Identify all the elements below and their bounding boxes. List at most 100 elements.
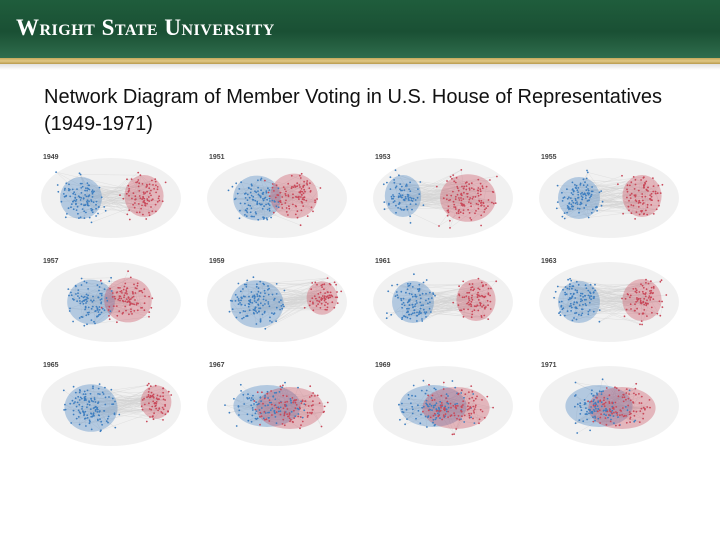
network-node: [442, 197, 445, 200]
network-edge: [474, 281, 497, 307]
network-node: [265, 190, 268, 192]
network-node: [133, 206, 136, 209]
network-edge: [241, 390, 255, 402]
network-node: [82, 296, 85, 299]
network-node: [247, 302, 250, 305]
network-edge: [417, 285, 484, 316]
network-node: [606, 410, 609, 413]
network-node: [69, 307, 71, 310]
network-edge: [575, 382, 607, 389]
network-edge: [247, 397, 259, 405]
network-edge: [79, 410, 159, 413]
network-edge: [586, 189, 648, 205]
network-edge: [630, 297, 649, 305]
network-edge: [78, 184, 154, 219]
network-node: [148, 408, 151, 410]
network-node: [465, 185, 468, 187]
network-node: [404, 315, 407, 318]
network-node: [279, 410, 282, 412]
network-edge: [576, 308, 583, 314]
network-node: [62, 193, 65, 195]
network-node: [85, 298, 88, 301]
network-node: [473, 305, 476, 308]
network-edge: [81, 187, 85, 212]
network-node: [160, 411, 163, 413]
network-edge: [249, 397, 301, 409]
network-edge: [230, 296, 250, 301]
network-node: [642, 292, 645, 295]
network-edge: [252, 208, 290, 217]
network-node: [261, 391, 263, 394]
network-node: [481, 305, 483, 308]
network-node: [592, 287, 594, 290]
network-node: [81, 408, 83, 410]
network-edge: [456, 177, 477, 204]
network-node: [246, 397, 248, 399]
network-node: [283, 414, 286, 417]
network-node: [76, 300, 78, 303]
network-node: [78, 403, 81, 406]
network-node: [90, 399, 93, 402]
network-node: [79, 412, 82, 415]
network-node: [575, 318, 578, 321]
network-node: [635, 382, 638, 385]
network-node: [64, 187, 66, 190]
network-edge: [629, 185, 652, 201]
network-edge: [244, 284, 266, 294]
cluster-core: [67, 279, 115, 325]
network-node: [100, 311, 103, 314]
network-node: [91, 189, 94, 191]
network-node: [615, 411, 617, 413]
network-node: [440, 394, 443, 397]
network-node: [470, 385, 473, 387]
network-node: [399, 207, 402, 210]
network-edge: [575, 404, 578, 424]
network-node: [560, 300, 563, 303]
network-node: [136, 302, 138, 304]
network-node: [96, 284, 99, 286]
network-node: [466, 291, 469, 294]
network-node: [469, 202, 472, 205]
network-node: [281, 196, 284, 198]
network-edge: [239, 188, 303, 204]
network-node: [490, 287, 492, 290]
network-node: [590, 193, 593, 196]
network-node: [406, 193, 409, 196]
network-node: [251, 296, 254, 298]
network-node: [85, 195, 88, 198]
network-node: [246, 211, 249, 214]
network-node: [98, 393, 101, 395]
network-node: [613, 422, 615, 424]
network-edge: [660, 307, 663, 316]
network-edge: [434, 295, 472, 302]
network-edge: [587, 184, 618, 190]
network-node: [404, 196, 407, 198]
network-node: [585, 194, 587, 197]
network-node: [242, 288, 244, 290]
network-edge: [284, 382, 295, 419]
network-node: [149, 416, 151, 418]
network-node: [319, 291, 322, 294]
network-node: [273, 392, 276, 394]
network-node: [329, 291, 332, 294]
network-edge: [450, 176, 493, 192]
network-node: [245, 283, 248, 286]
network-edge: [388, 291, 409, 302]
network-node: [87, 313, 90, 316]
network-node: [467, 405, 469, 408]
network-node: [657, 199, 660, 202]
network-node: [452, 301, 455, 304]
network-node: [477, 187, 480, 189]
network-edge: [256, 282, 335, 287]
network-node: [91, 300, 94, 303]
network-node: [581, 198, 583, 201]
network-edge: [417, 289, 423, 320]
network-node: [616, 412, 619, 414]
network-node: [409, 196, 411, 199]
network-node: [489, 294, 491, 297]
network-edge: [402, 406, 462, 410]
network-node: [408, 397, 410, 400]
network-node: [278, 301, 281, 303]
network-node: [650, 291, 652, 294]
network-node: [257, 186, 259, 189]
